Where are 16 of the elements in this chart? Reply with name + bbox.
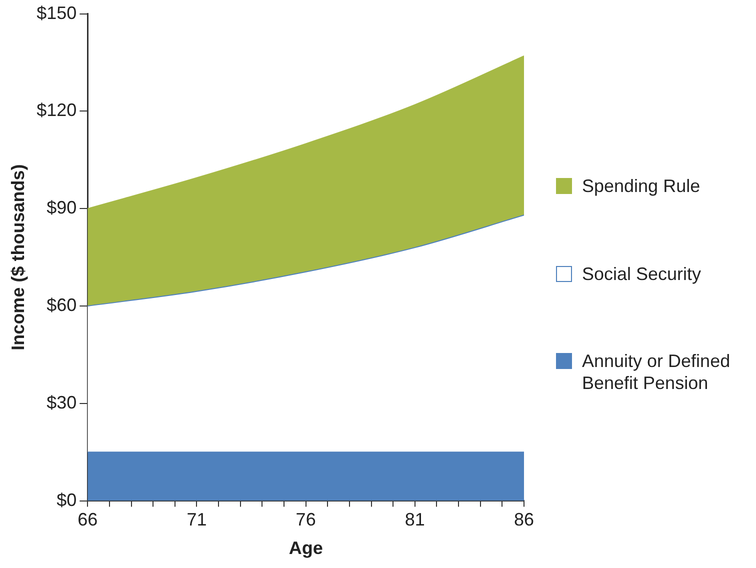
legend-label: Social Security	[582, 263, 702, 285]
y-tick-label: $30	[46, 392, 77, 412]
x-tick-label: 76	[296, 510, 316, 530]
y-tick-label: $120	[36, 100, 77, 120]
y-axis-title: Income ($ thousands)	[8, 164, 28, 350]
y-tick-label: $90	[46, 198, 77, 218]
x-tick-label: 86	[514, 510, 534, 530]
legend-label: Annuity or Defined Benefit Pension	[582, 350, 732, 394]
x-tick-label: 71	[186, 510, 207, 530]
x-axis-title: Age	[288, 538, 323, 558]
y-tick-label: $0	[56, 490, 77, 510]
y-tick-label: $150	[36, 2, 77, 23]
x-tick-label: 81	[404, 510, 425, 530]
legend-label: Spending Rule	[582, 175, 702, 197]
x-tick-label: 66	[78, 510, 98, 530]
y-tick-label: $60	[46, 294, 77, 315]
